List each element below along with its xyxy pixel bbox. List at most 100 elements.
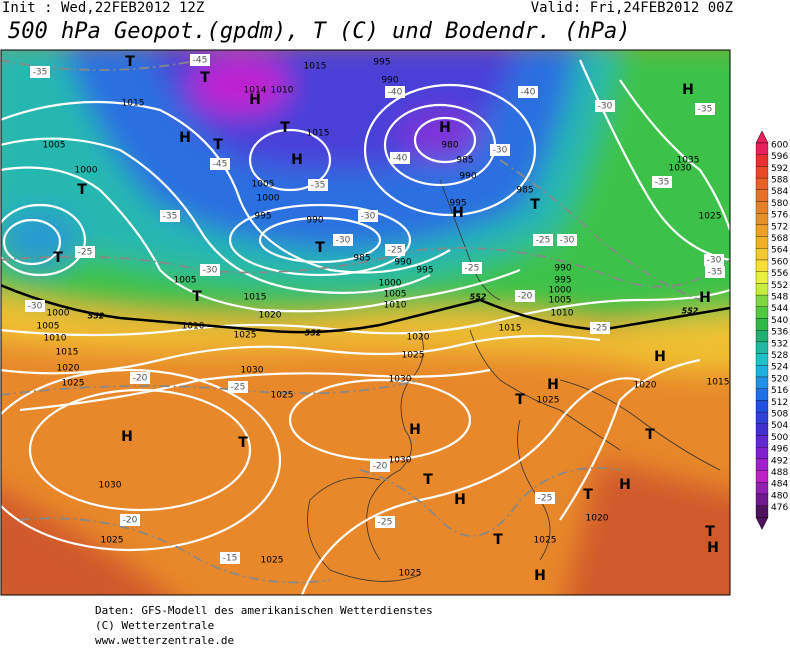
isotherm-label-box [120, 514, 140, 526]
isobars-label: 995 [554, 276, 571, 286]
isotherm-label-box [518, 86, 538, 98]
isotherms-label: -45 [213, 160, 228, 170]
pressure-center: T [315, 240, 325, 256]
isotherm-label-box [535, 492, 555, 504]
colorbar-swatch [755, 493, 769, 506]
isobars-label: 1015 [244, 293, 267, 303]
isotherm-label-box [515, 290, 535, 302]
colorbar-swatch [755, 142, 769, 155]
isotherm-label-box [490, 144, 510, 156]
colorbar-label: 544 [771, 304, 788, 314]
colorbar-label: 560 [771, 257, 788, 267]
pressure-center: T [583, 487, 593, 503]
isotherm-label-box [130, 372, 150, 384]
isotherms-label: -30 [361, 212, 376, 222]
pressure-center: T [200, 70, 210, 86]
isobars-label: 990 [459, 172, 476, 182]
colorbar-label: 600 [771, 140, 788, 150]
isobars-label: 1025 [534, 536, 557, 546]
isotherm-label-box [333, 234, 353, 246]
colorbar-swatch [755, 388, 769, 401]
colorbar-label: 516 [771, 386, 788, 396]
colorbar-swatch [755, 213, 769, 226]
isotherms-label: -40 [521, 88, 536, 98]
isobars-label: 1030 [389, 375, 412, 385]
colorbar-label: 500 [771, 433, 788, 443]
isotherms-label: -30 [28, 302, 43, 312]
map-frame [0, 49, 731, 596]
isobars-label: 1035 [677, 156, 700, 166]
isobars-label: 1005 [384, 290, 407, 300]
isobars-label: 1015 [122, 99, 145, 109]
isobars-label: 1005 [252, 180, 275, 190]
colorbar-swatch [755, 423, 769, 436]
colorbar-swatch [755, 447, 769, 460]
colorbar-swatch [755, 435, 769, 448]
isobars-label: 1000 [257, 194, 280, 204]
isobars-label: 995 [373, 58, 390, 68]
colorbar-label: 512 [771, 398, 788, 408]
colorbar-swatch [755, 259, 769, 272]
colorbar-label: 540 [771, 316, 788, 326]
isotherm-label-box [462, 262, 482, 274]
map-title: 500 hPa Geopot.(gpdm), T (C) und Bodendr… [8, 19, 631, 44]
isotherms-label: -35 [311, 181, 326, 191]
isotherms-label: -25 [78, 248, 93, 258]
colorbar-swatch [755, 482, 769, 495]
pressure-center: H [452, 205, 464, 221]
colorbar-label: 484 [771, 480, 788, 490]
colorbar-label: 492 [771, 456, 788, 466]
isobars-label: 1005 [549, 296, 572, 306]
pressure-center: T [645, 427, 655, 443]
colorbar-label: 556 [771, 269, 788, 279]
isotherm-label-box [190, 54, 210, 66]
isobars-label: 1025 [234, 331, 257, 341]
isotherm-label-box [308, 179, 328, 191]
isotherms-label: -25 [378, 518, 393, 528]
isobars [1, 59, 730, 595]
colorbar-swatch [755, 271, 769, 284]
pressure-center: H [439, 120, 451, 136]
colorbar-label: 576 [771, 211, 788, 221]
isobars-label: 1010 [182, 322, 205, 332]
colorbar-label: 568 [771, 234, 788, 244]
pressure-center: H [707, 540, 719, 556]
isotherms-label: -35 [163, 212, 178, 222]
isotherm-label-box [220, 552, 240, 564]
isobars-label: 995 [449, 199, 466, 209]
pressure-center: H [534, 568, 546, 584]
isobars-label: 1010 [551, 309, 574, 319]
isobars-label: 1005 [37, 322, 60, 332]
isobars-label: 1010 [44, 334, 67, 344]
pressure-center: T [423, 472, 433, 488]
colorbar-swatch [755, 400, 769, 413]
colorbar-label: 552 [771, 281, 788, 291]
isobars-label: 1020 [407, 333, 430, 343]
colorbar-top-arrow [755, 130, 769, 144]
pressure-center: T [280, 120, 290, 136]
isobars-label: 1015 [307, 129, 330, 139]
isobars-label: 1025 [271, 391, 294, 401]
colorbar-label: 488 [771, 468, 788, 478]
isotherms-label: -20 [518, 292, 533, 302]
isobars-label: 1030 [389, 456, 412, 466]
isobars-label: 1000 [549, 286, 572, 296]
colorbar-swatch [755, 294, 769, 307]
isobars-label: 990 [554, 264, 571, 274]
isobars-label: 1015 [56, 348, 79, 358]
colorbar-swatch [755, 283, 769, 296]
isobars-label: 1025 [399, 569, 422, 579]
isobars-label: 1010 [271, 86, 294, 96]
isobars-label: 1020 [634, 381, 657, 391]
isotherms-label: -30 [336, 236, 351, 246]
isobars-label: 990 [306, 216, 323, 226]
isotherm-label-box [210, 158, 230, 170]
isotherms-label: -25 [536, 236, 551, 246]
colorbar-swatch [755, 353, 769, 366]
isotherms-label: -15 [223, 554, 238, 564]
pressure-center: H [291, 152, 303, 168]
